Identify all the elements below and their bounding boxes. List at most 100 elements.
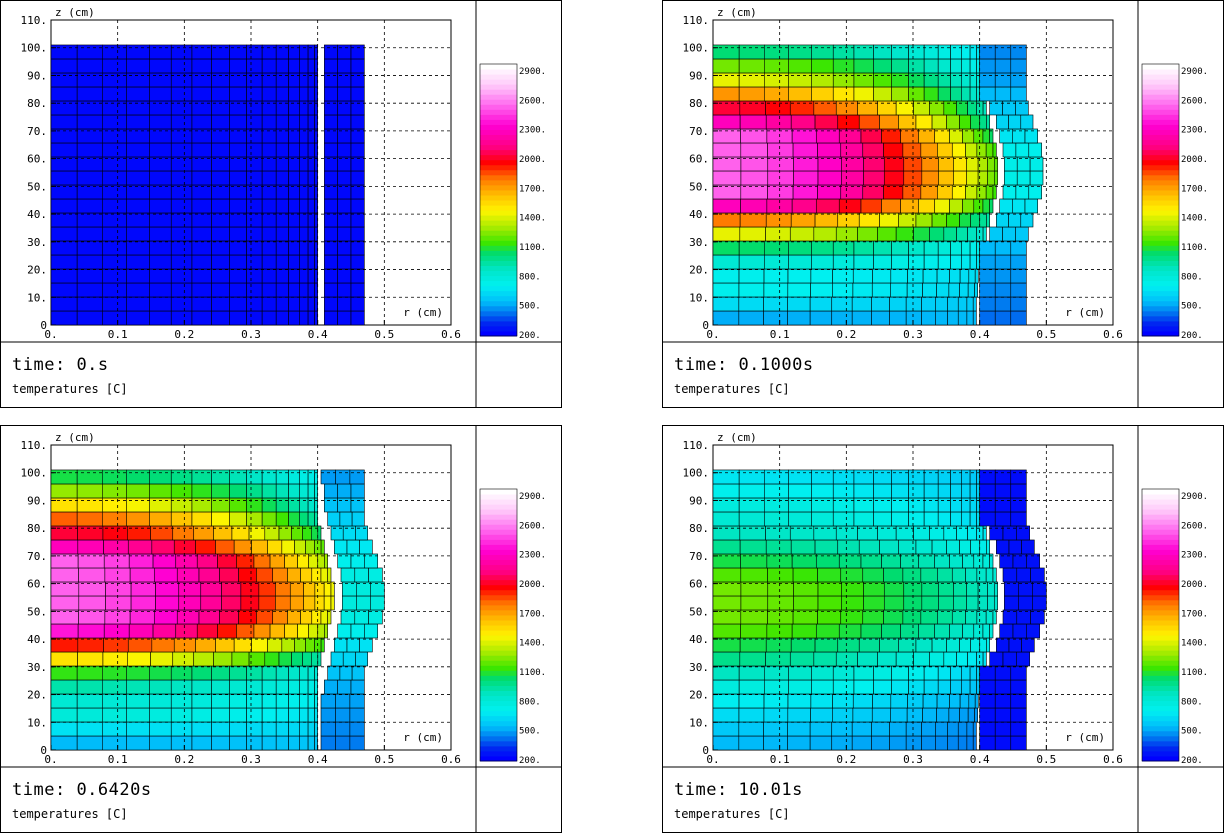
clad-cell [979, 707, 996, 723]
time-value: 0.1000s [738, 355, 814, 375]
clad-cell [324, 58, 338, 74]
clad-cell [324, 44, 338, 60]
pellet-cell [101, 735, 127, 751]
colorbar-band [480, 189, 517, 196]
colorbar-band [1142, 255, 1179, 261]
pellet-cell [792, 184, 818, 200]
pellet-cell [261, 254, 277, 270]
colorbar-band [1142, 169, 1179, 176]
pellet-cell [929, 226, 945, 242]
pellet-cell [793, 595, 819, 611]
colorbar-band [480, 539, 517, 545]
grid-layer [51, 20, 451, 325]
pellet-cell [246, 184, 263, 200]
clad-cell [1010, 679, 1027, 695]
clad-cell [337, 86, 352, 102]
pellet-cell [815, 623, 840, 639]
colorbar-tick-label: 2000. [519, 155, 546, 165]
clad-cell [1010, 268, 1027, 284]
pellet-cell [229, 86, 247, 102]
pellet-cell [215, 539, 235, 555]
colorbar-band [1142, 705, 1179, 712]
clad-cell [368, 567, 383, 583]
colorbar-band [480, 134, 517, 141]
pellet-cell [767, 567, 794, 583]
pellet-cell [813, 226, 837, 242]
pellet-cell [992, 142, 997, 158]
clad-cell [370, 595, 385, 611]
colorbar-tick-label: 2600. [1181, 96, 1208, 106]
colorbar-band [1142, 325, 1179, 332]
clad-cell [335, 693, 351, 709]
pellet-cell [76, 44, 103, 60]
pellet-cell [126, 282, 150, 298]
pellet-cell [50, 226, 78, 242]
clad-cell [337, 296, 352, 312]
pellet-cell [738, 483, 765, 499]
colorbar-band [1142, 655, 1179, 661]
colorbar-band [1142, 64, 1179, 70]
clad-cell [356, 581, 371, 597]
pellet-cell [937, 86, 951, 102]
pellet-cell [968, 693, 976, 709]
pellet-cell [890, 282, 908, 298]
pellet-cell [151, 539, 175, 555]
colorbar-band [1142, 735, 1179, 742]
grid-layer [713, 445, 1113, 750]
pellet-cell [739, 226, 766, 242]
pellet-cell [922, 707, 937, 723]
pellet-cell [923, 58, 939, 74]
pellet-cell [966, 595, 979, 611]
colorbar-band [480, 144, 517, 151]
pellet-cell [149, 665, 172, 681]
pellet-cell [275, 198, 289, 214]
y-tick-label: 90. [689, 494, 709, 507]
clad-cell [350, 623, 365, 639]
pellet-cell [101, 310, 127, 326]
colorbar-band [480, 205, 517, 211]
grid-layer [51, 445, 451, 750]
colorbar-band [480, 569, 517, 576]
clad-cell [1015, 184, 1030, 200]
pellet-cell [50, 44, 78, 60]
pellet-cell [923, 44, 939, 60]
colorbar-tick-label: 1100. [519, 668, 546, 678]
pellet-cell [246, 735, 263, 751]
pellet-cell [101, 679, 127, 695]
pellet-cell [221, 595, 242, 611]
pellet-cell [763, 483, 789, 499]
pellet-cell [50, 170, 78, 186]
clad-cell [337, 58, 352, 74]
pellet-cell [765, 226, 791, 242]
clad-cell [979, 679, 996, 695]
y-tick-label: 40. [27, 208, 47, 221]
pellet-cell [299, 693, 309, 709]
colorbar-tick-label: 500. [1181, 727, 1203, 737]
pellet-cell [191, 721, 212, 737]
pellet-cell [763, 254, 789, 270]
pellet-cell [170, 156, 193, 172]
pellet-cell [211, 721, 230, 737]
pellet-cell [50, 637, 79, 653]
pellet-cell [738, 511, 765, 527]
clad-cell [996, 212, 1009, 228]
pellet-cell [240, 595, 260, 611]
pellet-cell [712, 567, 742, 583]
y-tick-label: 0 [702, 744, 709, 757]
pellet-cell [261, 693, 277, 709]
pellet-cell [873, 44, 892, 60]
pellet-cell [299, 142, 309, 158]
colorbar-band [1142, 94, 1179, 100]
pellet-cell [905, 721, 922, 737]
pellet-cell [170, 679, 193, 695]
pellet-cell [191, 665, 212, 681]
colorbar-band [480, 315, 517, 322]
pellet-cell [229, 212, 247, 228]
pellet-cell [961, 511, 971, 527]
pellet-cell [863, 156, 885, 172]
pellet-cell [170, 184, 193, 200]
pellet-cell [294, 539, 306, 555]
pellet-cell [324, 623, 328, 639]
pellet-cell [151, 637, 175, 653]
pellet-cell [949, 268, 961, 284]
